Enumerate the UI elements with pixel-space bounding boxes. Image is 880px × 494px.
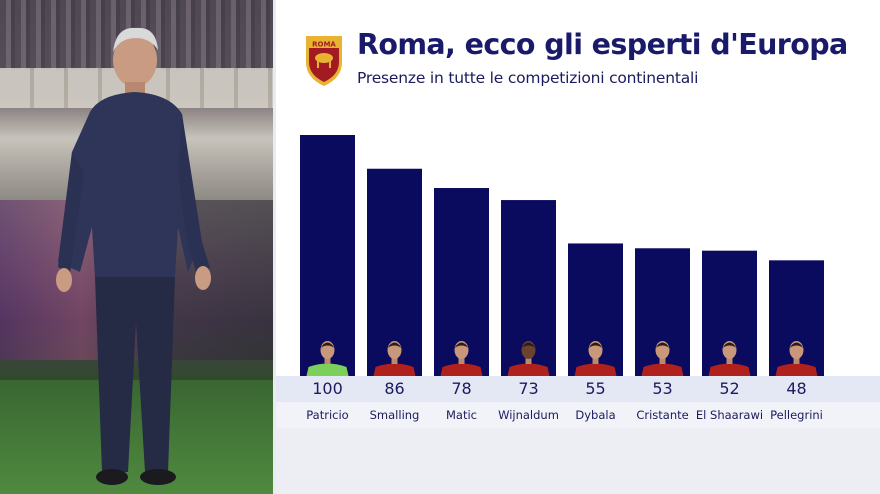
value-label: 53 [652,379,673,398]
category-label: Cristante [636,408,689,422]
category-label: Wijnaldum [498,408,559,422]
chart-panel: ROMA Roma, ecco gli esperti d'Europa Pre… [276,0,880,494]
player-avatar [306,341,349,376]
background-photo [0,0,273,494]
category-label: Matic [446,408,477,422]
coach-figure [56,27,211,485]
as-roma-crest-icon: ROMA [306,36,342,86]
category-label: Dybala [575,408,616,422]
bar-chart [300,135,824,376]
chart-title: Roma, ecco gli esperti d'Europa [357,28,848,61]
crest-text: ROMA [312,41,336,49]
footer-band [276,428,880,494]
bar-patricio [300,135,355,376]
panel-divider [273,0,276,494]
value-label: 86 [384,379,405,398]
value-label: 55 [585,379,606,398]
player-avatar [440,341,483,376]
category-label: Smalling [369,408,420,422]
player-avatar [373,341,416,376]
value-label: 52 [719,379,740,398]
value-label: 100 [312,379,343,398]
names-band [276,402,880,428]
values-band [276,376,880,402]
value-label: 48 [786,379,807,398]
player-avatar [708,341,751,376]
player-avatar [507,341,550,376]
chart-subtitle: Presenze in tutte le competizioni contin… [357,69,699,87]
category-label: Patricio [306,408,349,422]
player-avatar [641,341,684,376]
pitch-grass [0,380,273,494]
category-label: El Shaarawi [695,408,764,422]
player-avatar [574,341,617,376]
category-label: Pellegrini [770,408,823,422]
value-label: 78 [451,379,472,398]
value-label: 73 [518,379,539,398]
player-avatar [775,341,818,376]
